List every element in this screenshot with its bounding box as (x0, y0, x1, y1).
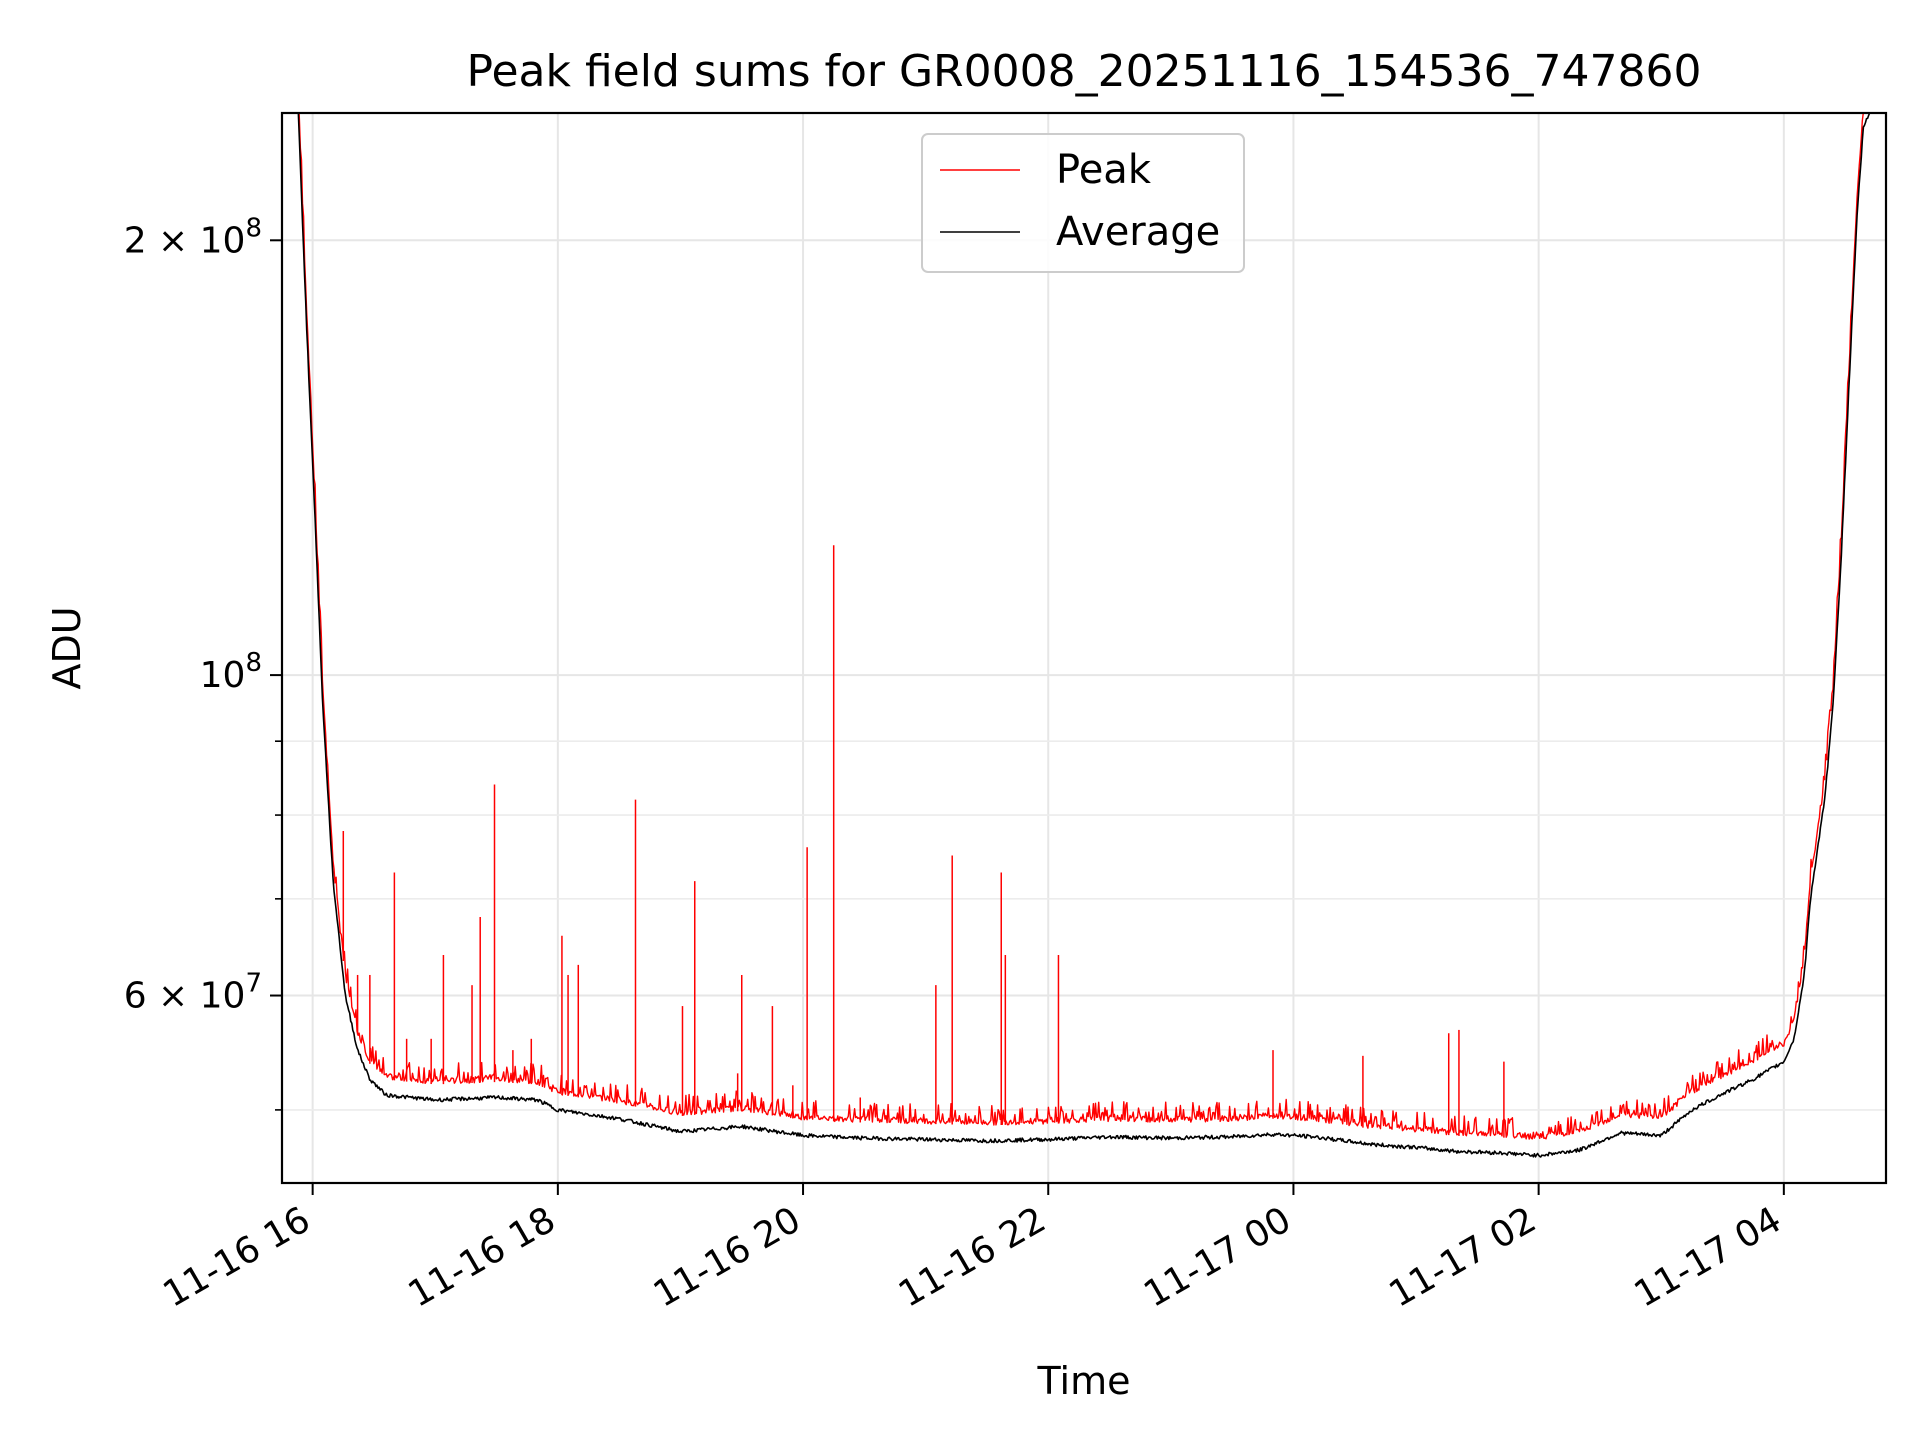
series-layer (297, 113, 1871, 1158)
average-series-line (297, 113, 1871, 1158)
y-axis-label: ADU (45, 606, 89, 689)
y-tick-label: 2 × 108 (124, 213, 262, 261)
peak-series-line (298, 113, 1864, 1140)
y-axis: 6 × 107 108 2 × 108 (124, 213, 282, 1111)
y-tick-label: 6 × 107 (124, 969, 262, 1017)
legend-box (921, 133, 1245, 273)
plot-frame (280, 111, 1888, 1185)
y-tick-label: 108 (200, 648, 262, 696)
legend-label-peak: Peak (1056, 147, 1152, 193)
legend-label-average: Average (1056, 209, 1220, 255)
x-axis-label: Time (1037, 1359, 1131, 1403)
chart-title: Peak field sums for GR0008_20251116_1545… (467, 46, 1702, 97)
legend: Peak Average (921, 133, 1245, 273)
